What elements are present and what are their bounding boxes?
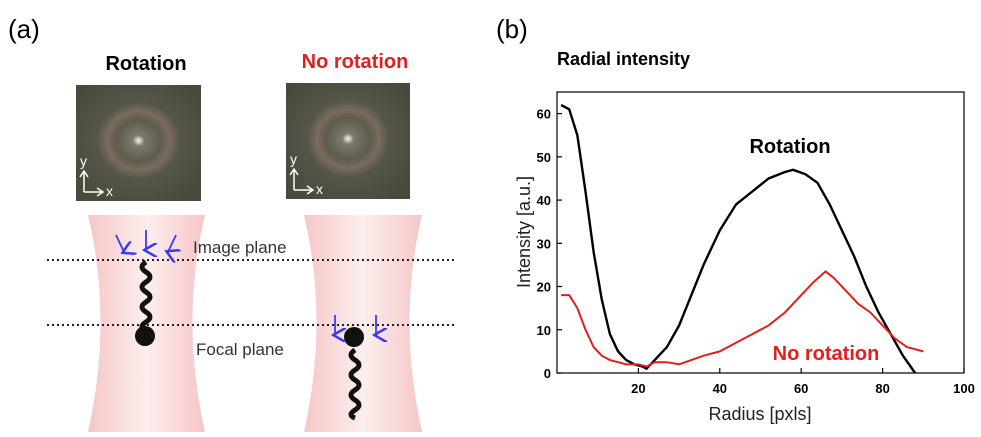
image-plane-label: Image plane [193,238,287,257]
axis-y: y [290,151,297,167]
focal-plane-label: Focal plane [196,340,284,359]
x-tick-label: 60 [794,381,808,396]
series-label: No rotation [773,343,880,365]
y-tick-label: 0 [544,366,551,381]
particle [135,326,155,346]
right-title: No rotation [302,51,409,73]
spring [348,347,362,421]
y-tick-label: 10 [537,323,551,338]
y-tick-label: 30 [537,236,551,251]
y-tick-label: 40 [537,193,551,208]
series-line [561,270,924,368]
y-axis-label: Intensity [a.u.] [514,176,534,288]
x-tick-label: 80 [875,381,889,396]
series-line [560,103,917,374]
left-title: Rotation [105,53,186,75]
panel-label: (b) [496,14,528,44]
spring [139,259,153,333]
axis-x: x [106,183,113,199]
x-tick-label: 20 [631,381,645,396]
axes-icons [79,167,315,197]
y-tick-label: 20 [537,280,551,295]
chart-title: Radial intensity [557,49,690,69]
panel-label: (a) [8,14,40,44]
axis-y: y [80,153,87,169]
y-tick-label: 60 [537,107,551,122]
image-no-rotation [286,83,410,199]
panel-a: (a) Rotation No rotation y x y x Image p… [8,14,457,432]
panel-b: (b) Radial intensity Radius [pxls] Inten… [496,14,975,424]
beam [304,215,422,432]
particle [344,327,364,347]
x-axis-label: Radius [pxls] [708,404,811,424]
y-tick-label: 50 [537,150,551,165]
x-tick-label: 40 [713,381,727,396]
force-arrows [115,230,376,335]
plot-frame [556,91,965,374]
axis-x: x [316,181,323,197]
image-rotation [76,85,201,201]
x-tick-label: 100 [953,381,975,396]
series-label: Rotation [749,136,830,158]
